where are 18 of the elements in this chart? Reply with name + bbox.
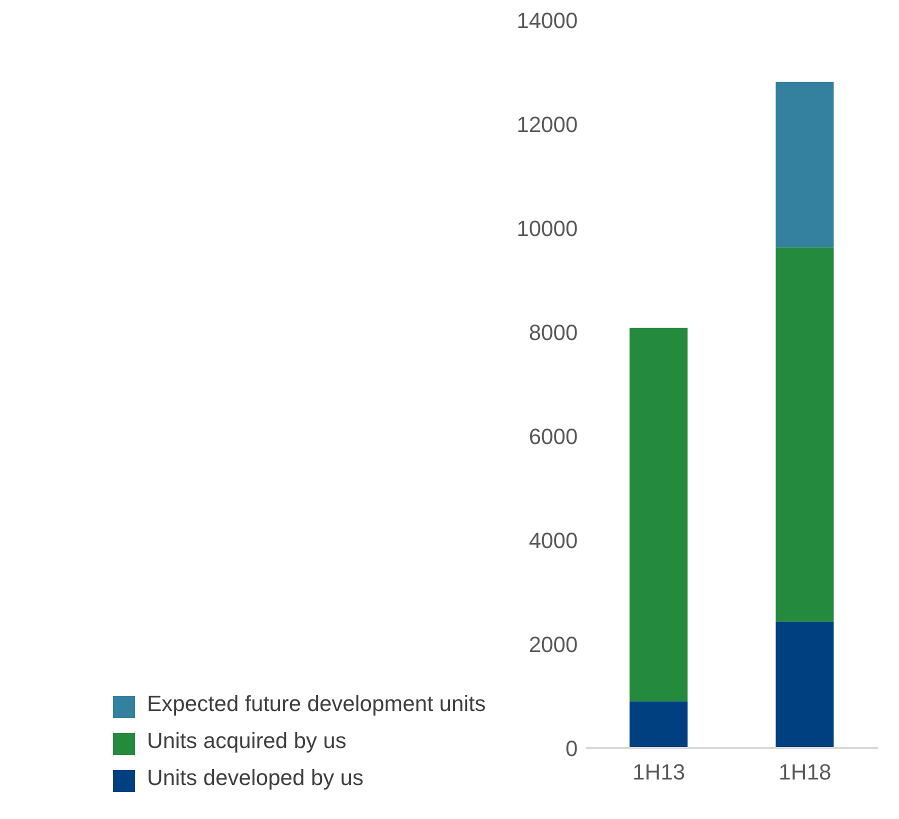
y-tick-label: 0 [566, 736, 578, 761]
y-tick-label: 4000 [528, 528, 578, 553]
bar [776, 82, 834, 248]
y-tick-label: 14000 [516, 8, 578, 33]
legend-label: Units acquired by us [147, 728, 346, 753]
y-tick-label: 10000 [516, 216, 578, 241]
y-tick-label: 2000 [528, 632, 578, 657]
x-tick-label: 1H13 [632, 760, 686, 785]
x-tick-label: 1H18 [778, 760, 832, 785]
y-tick-label: 6000 [528, 424, 578, 449]
legend-label: Units developed by us [147, 765, 364, 790]
bar [776, 247, 834, 622]
bar [630, 701, 688, 748]
legend-label: Expected future development units [147, 691, 486, 716]
bar [630, 328, 688, 702]
y-tick-label: 12000 [516, 112, 578, 137]
bar [776, 622, 834, 748]
y-tick-label: 8000 [528, 320, 578, 345]
